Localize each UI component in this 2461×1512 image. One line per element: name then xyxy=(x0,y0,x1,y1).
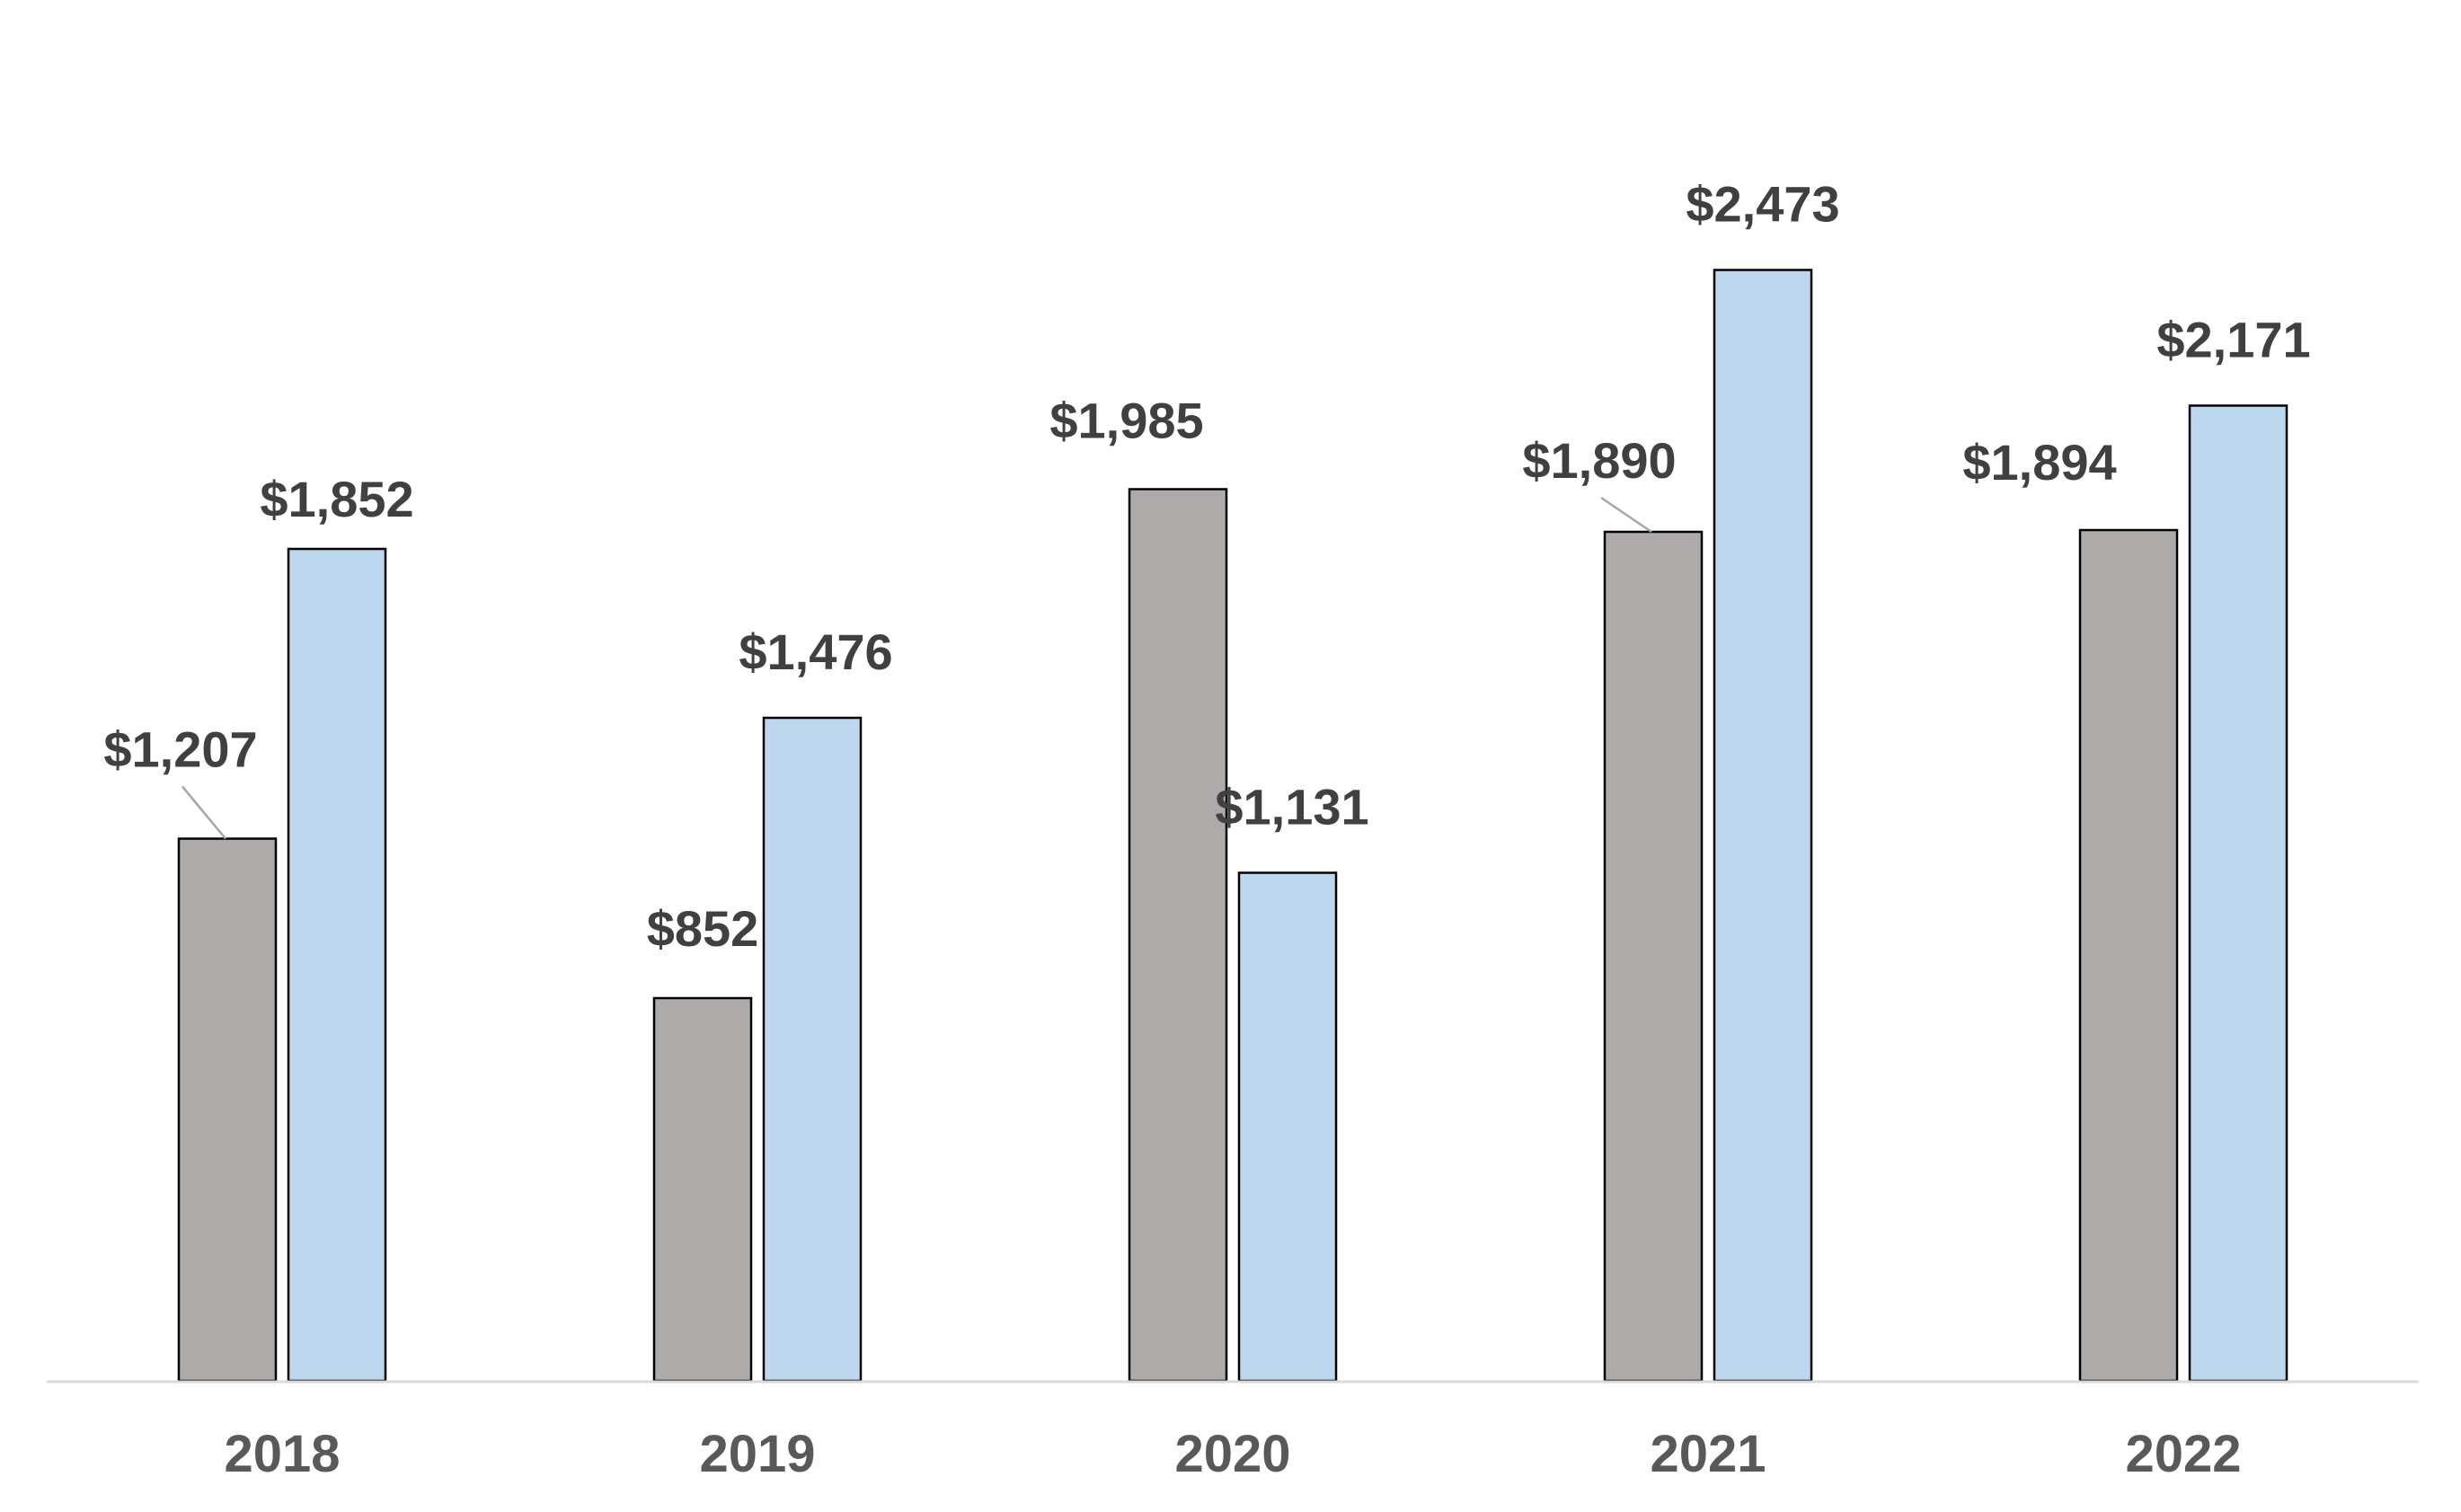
x-tick-labels-layer: 2018 2019 2020 2021 2022 xyxy=(224,1425,2241,1483)
bar-series1-2022 xyxy=(2078,528,2179,1383)
bar-series2-2018 xyxy=(287,547,387,1383)
leader-lines-layer xyxy=(181,496,1652,840)
data-label-series2-2021: $2,473 xyxy=(1686,176,1839,233)
data-label-series1-2020: $1,985 xyxy=(1049,393,1203,449)
data-label-series1-2021: $1,890 xyxy=(1522,432,1676,489)
bar-series2-2022 xyxy=(2188,404,2288,1383)
data-label-series2-2019: $1,476 xyxy=(739,623,892,680)
bar-series1-2021 xyxy=(1603,530,1704,1383)
bar-series2-2021 xyxy=(1713,269,1813,1383)
bar-series1-2020 xyxy=(1128,488,1228,1383)
x-tick-label-2020: 2020 xyxy=(1174,1425,1290,1483)
data-labels-layer: $1,207 $852 $1,985 $1,890 $1,894 $1,852 $1,476… xyxy=(103,176,2310,958)
x-tick-label-2019: 2019 xyxy=(699,1425,815,1483)
data-label-series2-2018: $1,852 xyxy=(260,471,413,527)
x-tick-label-2018: 2018 xyxy=(224,1425,340,1483)
bar-series2-2020 xyxy=(1237,871,1338,1383)
bar-series1-2018 xyxy=(177,837,278,1383)
leader-line-2021 xyxy=(1600,496,1652,534)
bars-layer xyxy=(177,269,2288,1383)
bar-series1-2019 xyxy=(652,996,753,1383)
x-tick-label-2021: 2021 xyxy=(1650,1425,1766,1483)
data-label-series2-2022: $2,171 xyxy=(2156,312,2310,368)
leader-line-2018 xyxy=(181,785,226,840)
bar-series2-2019 xyxy=(762,716,863,1383)
x-tick-label-2022: 2022 xyxy=(2125,1425,2241,1483)
data-label-series2-2020: $1,131 xyxy=(1215,779,1368,836)
data-label-series1-2022: $1,894 xyxy=(1962,434,2116,491)
data-label-series1-2018: $1,207 xyxy=(103,721,257,778)
data-label-series1-2019: $852 xyxy=(647,900,759,957)
